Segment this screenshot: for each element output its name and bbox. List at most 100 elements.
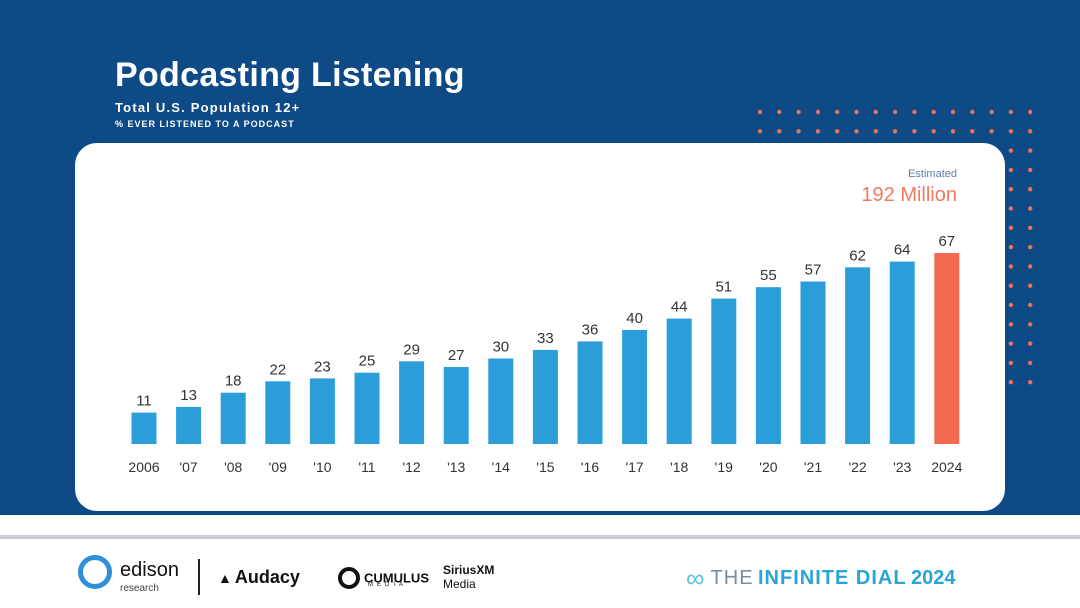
- audacy-logo: ▲ Audacy: [218, 567, 300, 588]
- decorative-dot: [1028, 206, 1033, 211]
- header-band: Podcasting Listening Total U.S. Populati…: [0, 0, 1080, 515]
- decorative-dot: [931, 129, 936, 134]
- dial-logo-name: INFINITE DIAL: [758, 567, 907, 589]
- decorative-dot: [1028, 148, 1033, 153]
- bar-09: [265, 381, 291, 444]
- x-tick-label: '09: [269, 459, 287, 475]
- bar-value-label: 29: [403, 341, 420, 358]
- decorative-dot: [757, 109, 763, 115]
- decorative-dot: [777, 129, 782, 134]
- decorative-dot: [1028, 283, 1033, 288]
- x-tick-label: '15: [536, 459, 554, 475]
- decorative-dot: [1028, 380, 1033, 385]
- audacy-mark-icon: ▲: [218, 570, 232, 586]
- decorative-dot: [1008, 187, 1014, 192]
- x-tick-label: '21: [804, 459, 822, 475]
- decorative-dot: [1008, 225, 1014, 230]
- decorative-dot: [1028, 341, 1033, 346]
- bar-value-label: 51: [715, 279, 732, 296]
- page-subtitle-metric: % EVER LISTENED TO A PODCAST: [115, 119, 295, 129]
- logo-separator: [198, 559, 200, 595]
- x-tick-label: '08: [224, 459, 242, 475]
- infinity-icon: ∞: [686, 563, 705, 593]
- audacy-logo-text: Audacy: [234, 567, 300, 587]
- bar-14: [488, 358, 514, 444]
- bar-value-label: 44: [671, 299, 688, 316]
- decorative-dot: [1028, 302, 1033, 308]
- bar-value-label: 25: [359, 353, 376, 370]
- bar-value-label: 27: [448, 347, 465, 364]
- x-tick-label: 2024: [931, 459, 962, 475]
- bar-value-label: 30: [492, 339, 509, 356]
- bar-chart: 11 2006 13 '07 18 '08 22 '09 23 '10 25 '11 29 '12 27 '1…: [128, 233, 962, 475]
- decorative-dot: [1028, 109, 1033, 115]
- bar-19: [711, 298, 737, 444]
- bar-value-label: 18: [225, 373, 242, 390]
- decorative-dot: [1008, 264, 1014, 269]
- decorative-dot: [1008, 148, 1014, 153]
- siriusxm-media-logo: SiriusXM Media: [443, 563, 494, 591]
- bar-value-label: 23: [314, 358, 331, 375]
- footer: edison research ▲ Audacy CUMULUS MEDIA Si…: [0, 539, 1080, 608]
- decorative-dot: [1008, 244, 1014, 250]
- decorative-dot: [970, 109, 975, 115]
- bar-value-label: 22: [269, 361, 286, 378]
- bar-18: [666, 318, 692, 444]
- decorative-dot: [1008, 302, 1014, 308]
- decorative-dot: [1028, 322, 1033, 327]
- decorative-dot: [854, 109, 859, 115]
- bar-value-label: 36: [582, 321, 599, 338]
- edison-ring-icon: [78, 555, 112, 589]
- decorative-dot: [1028, 360, 1033, 366]
- bar-16: [577, 341, 603, 444]
- decorative-dot: [873, 109, 878, 115]
- decorative-dot: [989, 129, 994, 134]
- x-tick-label: '18: [670, 459, 688, 475]
- divider-strip: [0, 535, 1080, 539]
- decorative-dot: [1008, 129, 1014, 134]
- bar-13: [443, 367, 469, 444]
- dial-logo-the: THE: [710, 567, 754, 589]
- decorative-dot: [835, 129, 840, 134]
- bar-22: [845, 267, 871, 444]
- bar-value-label: 33: [537, 330, 554, 347]
- bar-23: [889, 261, 915, 444]
- bar-07: [176, 406, 202, 444]
- bar-15: [532, 349, 558, 444]
- decorative-dot: [796, 129, 801, 134]
- x-tick-label: '22: [848, 459, 866, 475]
- decorative-dot: [931, 109, 936, 115]
- decorative-dot: [950, 129, 956, 134]
- decorative-dot: [1008, 380, 1014, 385]
- estimate-value: 192 Million: [861, 184, 957, 206]
- decorative-dot: [1028, 167, 1033, 173]
- x-tick-label: '13: [447, 459, 465, 475]
- decorative-dot: [1028, 264, 1033, 269]
- decorative-dot: [1008, 341, 1014, 346]
- bar-value-label: 64: [894, 242, 911, 259]
- x-tick-label: '12: [402, 459, 420, 475]
- bar-2024: [934, 253, 960, 444]
- x-tick-label: '07: [179, 459, 197, 475]
- page-subtitle: Total U.S. Population 12+: [115, 100, 301, 115]
- bar-value-label: 13: [180, 387, 197, 404]
- x-tick-label: '20: [759, 459, 777, 475]
- decorative-dot: [873, 129, 878, 134]
- bar-12: [399, 361, 425, 444]
- bar-value-label: 11: [136, 393, 152, 410]
- x-tick-label: '19: [715, 459, 733, 475]
- decorative-dot: [892, 129, 898, 134]
- x-tick-label: '17: [625, 459, 643, 475]
- cumulus-logo-text: CUMULUS: [364, 570, 429, 586]
- bar-10: [309, 378, 335, 444]
- decorative-dot-grid: [757, 109, 1033, 385]
- decorative-dot: [757, 129, 763, 134]
- bar-20: [755, 287, 781, 444]
- decorative-dot: [1008, 283, 1014, 288]
- bar-17: [622, 330, 648, 444]
- decorative-dot: [892, 109, 898, 115]
- decorative-dot: [1008, 360, 1014, 366]
- x-tick-label: 2006: [128, 459, 159, 475]
- cumulus-media-logo: CUMULUS MEDIA: [338, 567, 429, 589]
- decorative-dot: [796, 109, 801, 115]
